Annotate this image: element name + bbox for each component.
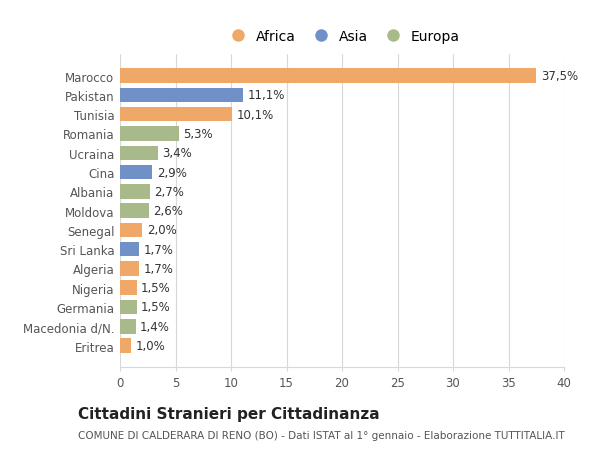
Bar (120, 204, 149, 218)
Text: 1,0%: 1,0% (136, 339, 165, 353)
Legend: Africa, Asia, Europa: Africa, Asia, Europa (218, 24, 466, 50)
Text: 2,0%: 2,0% (146, 224, 176, 237)
Text: 1,4%: 1,4% (140, 320, 170, 333)
Bar (120, 319, 136, 334)
Text: 5,3%: 5,3% (183, 128, 213, 140)
Text: 37,5%: 37,5% (541, 70, 578, 83)
Text: 2,9%: 2,9% (157, 166, 187, 179)
Text: COMUNE DI CALDERARA DI RENO (BO) - Dati ISTAT al 1° gennaio - Elaborazione TUTTI: COMUNE DI CALDERARA DI RENO (BO) - Dati … (78, 431, 565, 440)
Bar (120, 242, 139, 257)
Text: 1,7%: 1,7% (143, 263, 173, 275)
Bar (120, 281, 137, 295)
Bar (120, 165, 152, 180)
Text: 2,6%: 2,6% (154, 205, 183, 218)
Text: 10,1%: 10,1% (236, 108, 274, 122)
Bar (120, 146, 158, 161)
Text: 2,7%: 2,7% (154, 185, 184, 198)
Text: 3,4%: 3,4% (162, 147, 192, 160)
Text: 1,7%: 1,7% (143, 243, 173, 256)
Bar (120, 108, 232, 122)
Text: 1,5%: 1,5% (141, 282, 171, 295)
Text: 11,1%: 11,1% (248, 89, 285, 102)
Bar (120, 300, 137, 314)
Bar (120, 185, 150, 199)
Bar (120, 127, 179, 141)
Bar (120, 89, 243, 103)
Bar (120, 339, 131, 353)
Bar (120, 223, 142, 238)
Text: 1,5%: 1,5% (141, 301, 171, 314)
Text: Cittadini Stranieri per Cittadinanza: Cittadini Stranieri per Cittadinanza (78, 406, 380, 421)
Bar (120, 262, 139, 276)
Bar (120, 69, 536, 84)
